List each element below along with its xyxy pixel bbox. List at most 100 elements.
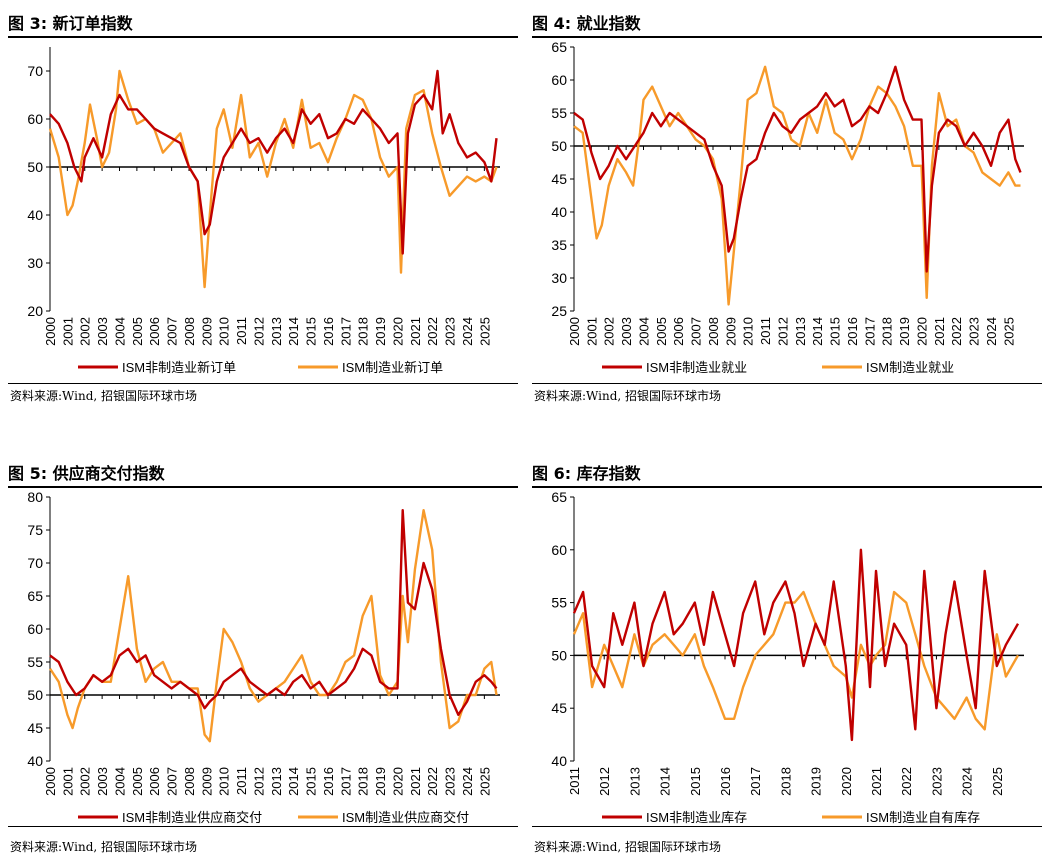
- chart-title: 图 6: 库存指数: [532, 464, 641, 483]
- x-tick-label: 2016: [718, 767, 733, 796]
- y-tick-label: 65: [551, 39, 567, 55]
- x-tick-label: 2023: [443, 317, 458, 346]
- y-tick-label: 60: [551, 72, 567, 88]
- x-tick-label: 2004: [636, 317, 651, 346]
- x-tick-label: 2006: [147, 317, 162, 346]
- title-divider: [8, 36, 518, 38]
- x-tick-label: 2022: [899, 767, 914, 796]
- legend-label: ISM制造业新订单: [342, 360, 443, 375]
- y-tick-label: 75: [27, 522, 43, 538]
- x-tick-label: 2020: [390, 317, 405, 346]
- x-tick-label: 2025: [477, 317, 492, 346]
- x-tick-label: 2003: [95, 317, 110, 346]
- legend-label: ISM制造业自有库存: [866, 810, 980, 825]
- legend-label: ISM非制造业新订单: [122, 360, 236, 375]
- x-tick-label: 2007: [165, 767, 180, 796]
- y-tick-label: 40: [551, 204, 567, 220]
- x-tick-label: 2017: [338, 767, 353, 796]
- source-divider: [532, 826, 1042, 827]
- y-tick-label: 80: [27, 489, 43, 505]
- x-tick-label: 2000: [43, 767, 58, 796]
- y-tick-label: 60: [551, 542, 567, 558]
- x-tick-label: 2012: [251, 317, 266, 346]
- y-tick-label: 45: [551, 700, 567, 716]
- y-tick-label: 40: [27, 753, 43, 769]
- y-tick-label: 50: [551, 138, 567, 154]
- x-tick-label: 2020: [839, 767, 854, 796]
- y-tick-label: 50: [27, 159, 43, 175]
- y-tick-label: 55: [551, 105, 567, 121]
- source-note: 资料来源:Wind, 招银国际环球市场: [534, 840, 722, 854]
- x-tick-label: 2013: [269, 767, 284, 796]
- series-line: [49, 69, 498, 255]
- y-tick-label: 35: [551, 237, 567, 253]
- x-tick-label: 2006: [671, 317, 686, 346]
- x-tick-label: 2004: [112, 767, 127, 796]
- x-tick-label: 2024: [460, 767, 475, 796]
- x-tick-label: 2017: [748, 767, 763, 796]
- y-tick-label: 55: [551, 595, 567, 611]
- x-tick-label: 2023: [967, 317, 982, 346]
- x-tick-label: 2002: [78, 767, 93, 796]
- line-chart: 40 45 50 55 60 65 2011 2012 2013 2014 2015 2016 2017…: [551, 489, 1024, 825]
- x-tick-label: 2018: [356, 767, 371, 796]
- y-tick-label: 20: [27, 303, 43, 319]
- y-tick-label: 60: [27, 111, 43, 127]
- x-tick-label: 2004: [112, 317, 127, 346]
- x-tick-label: 2014: [810, 317, 825, 346]
- x-tick-label: 2021: [408, 767, 423, 796]
- y-tick-label: 40: [27, 207, 43, 223]
- x-tick-label: 2020: [914, 317, 929, 346]
- x-tick-label: 2024: [984, 317, 999, 346]
- x-tick-label: 2001: [60, 767, 75, 796]
- y-tick-label: 50: [551, 647, 567, 663]
- legend-label: ISM非制造业供应商交付: [122, 810, 262, 825]
- x-tick-label: 2006: [147, 767, 162, 796]
- x-tick-label: 2012: [775, 317, 790, 346]
- chart-title: 图 5: 供应商交付指数: [8, 464, 165, 483]
- x-tick-label: 2009: [199, 317, 214, 346]
- x-tick-label: 2009: [723, 317, 738, 346]
- x-tick-label: 2018: [778, 767, 793, 796]
- source-note: 资料来源:Wind, 招银国际环球市场: [10, 389, 198, 403]
- x-tick-label: 2022: [949, 317, 964, 346]
- x-tick-label: 2002: [78, 317, 93, 346]
- x-tick-label: 2019: [897, 317, 912, 346]
- series-line: [49, 509, 498, 717]
- x-tick-label: 2013: [793, 317, 808, 346]
- x-tick-label: 2005: [654, 317, 669, 346]
- x-tick-label: 2005: [130, 317, 145, 346]
- series-line: [48, 69, 498, 289]
- x-tick-label: 2010: [217, 317, 232, 346]
- series-line: [572, 590, 1020, 731]
- x-tick-label: 2021: [408, 317, 423, 346]
- x-tick-label: 2017: [338, 317, 353, 346]
- x-tick-label: 2003: [619, 317, 634, 346]
- y-tick-label: 70: [27, 63, 43, 79]
- x-tick-label: 2015: [688, 767, 703, 796]
- legend-label: ISM制造业就业: [866, 360, 954, 375]
- x-tick-label: 2025: [990, 767, 1005, 796]
- x-tick-label: 2016: [845, 317, 860, 346]
- x-tick-label: 2005: [130, 767, 145, 796]
- series-line: [572, 548, 1020, 742]
- x-tick-label: 2008: [182, 767, 197, 796]
- y-tick-label: 65: [27, 588, 43, 604]
- x-tick-label: 2021: [932, 317, 947, 346]
- x-tick-label: 2011: [234, 317, 249, 345]
- x-tick-label: 2015: [828, 317, 843, 346]
- y-tick-label: 30: [551, 270, 567, 286]
- y-tick-label: 45: [27, 720, 43, 736]
- x-tick-label: 2015: [304, 767, 319, 796]
- x-tick-label: 2023: [443, 767, 458, 796]
- x-tick-label: 2012: [597, 767, 612, 796]
- legend-label: ISM非制造业库存: [646, 810, 747, 825]
- x-tick-label: 2002: [602, 317, 617, 346]
- y-tick-label: 25: [551, 303, 567, 319]
- y-tick-label: 65: [551, 489, 567, 505]
- x-tick-label: 2014: [286, 317, 301, 346]
- y-tick-label: 45: [551, 171, 567, 187]
- y-tick-label: 55: [27, 654, 43, 670]
